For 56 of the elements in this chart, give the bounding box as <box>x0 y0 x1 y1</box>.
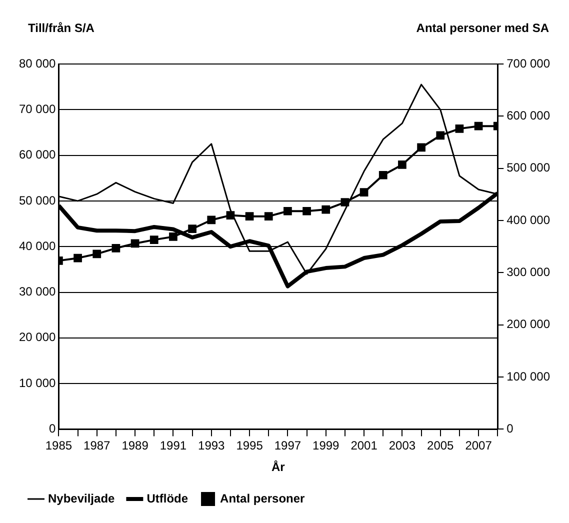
x-tick-label: 2005 <box>427 438 454 453</box>
point <box>188 224 196 234</box>
y-tick-label: 60 000 <box>19 148 56 162</box>
y-tick-label: 0 <box>49 422 56 436</box>
point <box>417 143 426 152</box>
x-tick-label: 2001 <box>350 438 378 453</box>
x-tick-label: 2007 <box>465 438 492 453</box>
x-tick-label: 1991 <box>160 438 187 453</box>
x-tick-label: 2003 <box>388 438 416 453</box>
point <box>360 188 368 197</box>
point <box>92 250 102 258</box>
y-tick-label: 80 000 <box>19 56 56 70</box>
y-tick-label: 70 000 <box>19 102 56 116</box>
point <box>322 205 330 214</box>
point <box>112 244 120 252</box>
point <box>74 254 82 262</box>
y2-tick-label: 100 000 <box>506 369 550 384</box>
point <box>455 124 464 133</box>
point <box>436 131 445 140</box>
y2-tick-label: 0 <box>506 422 514 436</box>
y-tick-label: 20 000 <box>19 330 56 344</box>
y-tick-label: 40 000 <box>19 238 56 253</box>
point <box>302 206 311 216</box>
x-tick-label: 1993 <box>198 438 226 453</box>
y2-tick-label: 600 000 <box>506 108 550 122</box>
point <box>245 212 254 221</box>
y-tick-label: 50 000 <box>19 193 56 208</box>
point <box>264 212 273 221</box>
legend-label: Utflöde <box>146 491 188 506</box>
x-tick-label: 1987 <box>84 438 111 453</box>
point <box>378 170 388 180</box>
x-tick-label: 1999 <box>312 438 340 453</box>
point <box>150 236 158 244</box>
y2-axis-title: Antal personer med SA <box>416 21 550 35</box>
x-axis-title: År <box>271 460 286 474</box>
legend-label: Antal personer <box>220 491 306 506</box>
y-tick-label: 30 000 <box>19 284 56 299</box>
x-tick-label: 1997 <box>274 438 302 453</box>
legend-label: Nybeviljade <box>48 491 116 506</box>
y-axis-title: Till/från S/A <box>28 21 95 35</box>
y-tick-label: 10 000 <box>19 376 56 390</box>
point <box>398 160 406 169</box>
y2-tick-label: 700 000 <box>506 56 550 70</box>
y2-tick-label: 500 000 <box>506 160 550 175</box>
point <box>340 198 350 206</box>
y2-tick-label: 200 000 <box>506 317 550 332</box>
point <box>207 216 216 224</box>
point <box>474 122 483 130</box>
x-tick-label: 1989 <box>122 438 149 453</box>
x-tick-label: 1985 <box>45 438 72 453</box>
point <box>284 206 292 216</box>
point <box>169 232 178 241</box>
y2-tick-label: 300 000 <box>506 265 550 279</box>
point <box>130 239 140 248</box>
x-tick-label: 1995 <box>236 438 264 453</box>
y2-tick-label: 400 000 <box>506 212 550 227</box>
